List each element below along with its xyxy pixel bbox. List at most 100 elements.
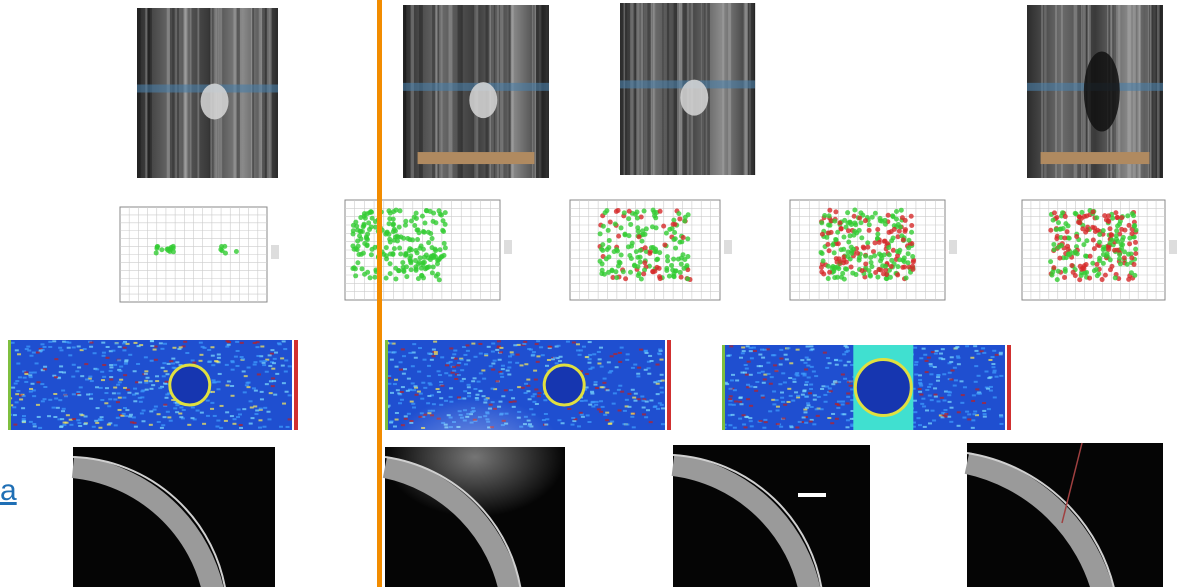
heatmap-cell	[187, 424, 191, 426]
heatmap-cell	[128, 354, 132, 356]
plot-point	[608, 220, 613, 225]
plot-point	[858, 210, 863, 215]
plot-point	[875, 232, 880, 237]
heatmap-cell	[588, 404, 592, 406]
divider	[377, 0, 382, 587]
heatmap-cell	[116, 417, 120, 419]
plot-point	[894, 209, 899, 214]
heatmap-cell	[95, 368, 99, 370]
heatmap-cell	[153, 409, 157, 411]
plot-point	[159, 247, 164, 252]
heatmap-cell	[539, 346, 543, 348]
photo-streak	[647, 3, 650, 175]
heatmap-cell	[47, 415, 51, 417]
heatmap-cell	[656, 364, 660, 366]
heatmap-cell	[406, 390, 410, 392]
heatmap-cell	[961, 394, 965, 396]
plot-point	[897, 248, 902, 253]
plot-point	[863, 254, 868, 259]
plot-point	[865, 245, 870, 250]
plot-point	[598, 231, 603, 236]
heatmap-cell	[123, 387, 127, 389]
heatmap-cell	[615, 366, 619, 368]
plot-point	[443, 245, 448, 250]
heatmap-cell	[479, 390, 483, 392]
heatmap-cell	[634, 393, 638, 395]
heatmap-cell	[21, 407, 25, 409]
heatmap-cell	[536, 340, 540, 342]
plot-point	[433, 220, 438, 225]
plot-point	[409, 267, 414, 272]
heatmap-cell	[497, 340, 501, 342]
heatmap-cell	[288, 394, 292, 396]
heatmap-cell	[999, 353, 1003, 355]
plot-point	[626, 216, 631, 221]
heatmap-cell	[649, 421, 653, 423]
heatmap-cell	[972, 394, 976, 396]
heatmap-cell	[393, 351, 397, 353]
link[interactable]: a	[0, 474, 17, 508]
plot-point	[1113, 275, 1118, 280]
heatmap-cell	[167, 363, 171, 365]
heatmap-cell	[132, 394, 136, 396]
photo-streak	[197, 8, 199, 178]
heatmap-cell	[661, 423, 665, 425]
heatmap-cell	[283, 348, 287, 350]
plot-point	[1120, 238, 1125, 243]
heatmap-cell	[940, 397, 944, 399]
photo-streak	[1160, 5, 1162, 178]
heatmap-cell	[729, 395, 733, 397]
heatmap-cell	[113, 387, 117, 389]
plot-point	[909, 223, 914, 228]
heatmap-cell	[491, 369, 495, 371]
plot-point	[667, 274, 672, 279]
slide-graphics	[0, 0, 1181, 587]
heatmap-cell	[216, 420, 220, 422]
plot-point	[865, 240, 870, 245]
plot-point	[616, 234, 621, 239]
plot-point	[1092, 246, 1097, 251]
heatmap-cell	[118, 370, 122, 372]
heatmap-cell	[155, 380, 159, 382]
plot-point	[637, 271, 642, 276]
heatmap-cell	[660, 391, 664, 393]
heatmap-cell	[750, 357, 754, 359]
slide: a	[0, 0, 1181, 587]
heatmap-cell	[99, 387, 103, 389]
heatmap-cell	[942, 373, 946, 375]
heatmap-cell	[828, 362, 832, 364]
heatmap-cell	[100, 399, 104, 401]
plot-point	[619, 252, 624, 257]
heatmap-cell	[768, 410, 772, 412]
heatmap-cell	[581, 416, 585, 418]
heatmap-cell	[995, 354, 999, 356]
heatmap-cell	[590, 391, 594, 393]
heatmap-cell	[466, 350, 470, 352]
heatmap-cell	[606, 389, 610, 391]
heatmap-cell	[454, 378, 458, 380]
photo-streak	[541, 5, 543, 178]
heatmap-cell	[970, 357, 974, 359]
photo-streak	[403, 5, 406, 178]
photo	[403, 5, 549, 178]
plot-point	[421, 229, 426, 234]
heatmap-cell	[745, 374, 749, 376]
heatmap-cell	[929, 373, 933, 375]
heatmap-cell	[477, 381, 481, 383]
plot-point	[1118, 261, 1123, 266]
heatmap-cell	[599, 411, 603, 413]
heatmap-cell	[104, 402, 108, 404]
heatmap-cell	[779, 358, 783, 360]
heatmap-cell	[749, 420, 753, 422]
plot-point	[1066, 223, 1071, 228]
heatmap-cell	[43, 398, 47, 400]
photo-streak	[674, 3, 676, 175]
heatmap-cell	[432, 349, 436, 351]
plot-point	[836, 266, 841, 271]
plot-point	[677, 216, 682, 221]
heatmap-cell	[824, 401, 828, 403]
heatmap-cell	[646, 409, 650, 411]
heatmap-cell	[656, 380, 660, 382]
heatmap-cell	[86, 394, 90, 396]
heatmap-cell	[13, 424, 17, 426]
